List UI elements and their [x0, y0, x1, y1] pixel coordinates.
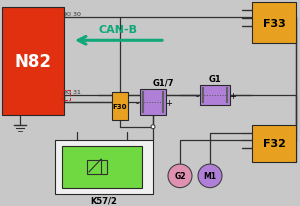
Text: +: + — [166, 98, 172, 107]
Text: -: - — [196, 91, 199, 100]
Circle shape — [151, 125, 155, 129]
Text: M1: M1 — [203, 172, 217, 180]
Text: G1/7: G1/7 — [152, 78, 174, 87]
Text: N82: N82 — [14, 53, 52, 71]
Text: F33: F33 — [262, 19, 285, 28]
Bar — [200, 86, 230, 106]
Bar — [140, 90, 166, 115]
Bar — [112, 93, 128, 120]
Text: F30: F30 — [113, 104, 127, 110]
Text: +: + — [230, 91, 236, 100]
Text: KI 31: KI 31 — [65, 90, 81, 95]
Bar — [87, 160, 107, 174]
Bar — [62, 147, 142, 188]
Bar — [55, 140, 153, 194]
Text: F32: F32 — [262, 139, 285, 149]
Text: G1: G1 — [208, 74, 221, 83]
Bar — [62, 91, 70, 101]
Circle shape — [168, 164, 192, 188]
Circle shape — [198, 164, 222, 188]
Text: CAN-B: CAN-B — [98, 25, 137, 35]
Bar — [252, 125, 296, 162]
Bar — [2, 8, 64, 115]
Text: KI 30: KI 30 — [65, 12, 81, 17]
Text: -: - — [136, 98, 139, 107]
Text: K57/2: K57/2 — [91, 195, 117, 205]
Bar — [252, 3, 296, 44]
Text: G2: G2 — [174, 172, 186, 180]
